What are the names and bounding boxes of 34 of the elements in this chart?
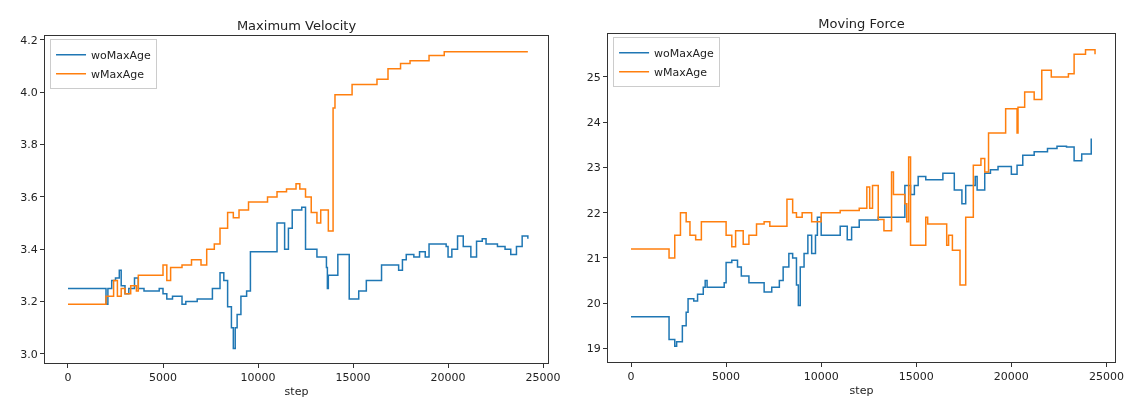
y-tick-label: 21	[586, 251, 601, 265]
x-tick-label: 25000	[1088, 370, 1124, 384]
x-tick-label: 25000	[525, 371, 561, 385]
x-tick-label: 15000	[898, 370, 934, 384]
y-tick-label: 3.2	[20, 295, 38, 309]
x-tick-label: 10000	[240, 371, 276, 385]
y-tick-label: 3.4	[20, 243, 38, 257]
x-tick-label: 20000	[993, 370, 1029, 384]
legend-label: wMaxAge	[91, 68, 145, 82]
y-tick-label: 4.0	[20, 86, 38, 100]
x-axis-title: step	[284, 385, 309, 399]
x-tick-label: 5000	[149, 371, 178, 385]
y-tick-label: 20	[586, 297, 601, 311]
y-tick-label: 25	[586, 70, 601, 84]
y-tick-label: 22	[586, 206, 601, 220]
legend-label: woMaxAge	[91, 49, 152, 63]
x-tick-label: 20000	[430, 371, 466, 385]
y-tick-label: 3.8	[20, 138, 38, 152]
y-tick-label: 3.0	[20, 347, 38, 361]
y-tick-label: 24	[586, 116, 601, 130]
x-tick-label: 5000	[712, 370, 741, 384]
chart-title: Moving Force	[818, 16, 905, 31]
legend-label: wMaxAge	[654, 66, 708, 80]
y-tick-label: 4.2	[20, 33, 38, 47]
x-tick-label: 15000	[335, 371, 371, 385]
y-tick-label: 23	[586, 161, 601, 175]
y-tick-label: 3.6	[20, 190, 38, 204]
chart-title: Maximum Velocity	[236, 18, 357, 33]
y-tick-label: 19	[586, 342, 601, 356]
x-tick-label: 10000	[803, 370, 839, 384]
x-tick-label: 0	[627, 370, 635, 384]
x-tick-label: 0	[64, 371, 72, 385]
x-axis-title: step	[849, 384, 874, 398]
legend-label: woMaxAge	[654, 47, 715, 61]
